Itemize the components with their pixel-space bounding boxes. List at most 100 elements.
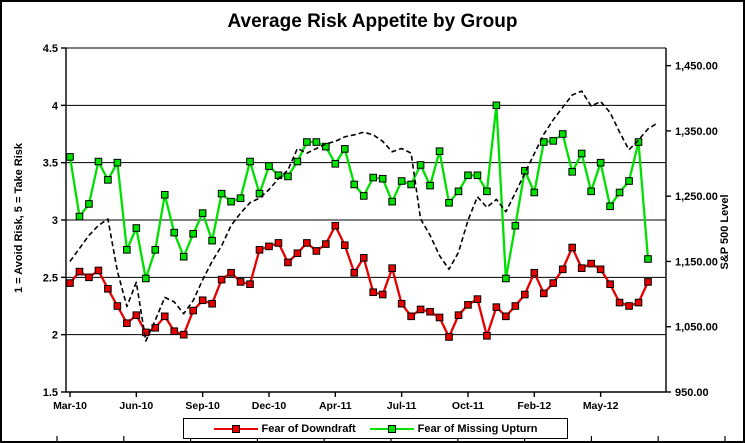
series-marker (644, 255, 652, 263)
series-marker (558, 130, 567, 138)
right-axis-tick-label: 1,150.00 (675, 256, 718, 268)
left-axis-tick-label: 1.5 (43, 387, 58, 399)
series-marker (426, 307, 434, 316)
series-marker (369, 288, 378, 297)
series-marker (265, 162, 273, 170)
series-marker (549, 279, 558, 287)
series-marker (160, 312, 169, 321)
legend-item-fear-of-downdraft: Fear of Downdraft (213, 422, 356, 435)
series-marker (246, 280, 254, 289)
series-marker (530, 188, 539, 197)
series-marker (378, 174, 387, 183)
x-axis-tick-label: Sep-10 (185, 400, 220, 412)
series-marker (454, 187, 463, 196)
series-marker (94, 157, 103, 166)
series-marker (521, 290, 529, 299)
series-marker (350, 268, 359, 277)
series-marker (359, 254, 368, 262)
series-marker (151, 246, 160, 254)
series-marker (113, 302, 122, 310)
series-marker (606, 280, 614, 289)
series-marker (407, 312, 415, 321)
series-marker (104, 176, 112, 184)
right-axis-tick-label: 950.00 (675, 387, 709, 399)
series-marker (132, 224, 141, 232)
series-marker (615, 298, 624, 307)
series-marker (217, 189, 226, 198)
series-marker (587, 187, 595, 196)
series-marker (322, 142, 330, 151)
series-marker (530, 268, 539, 277)
series-marker (634, 298, 643, 307)
series-marker (331, 160, 340, 168)
left-axis-tick-label: 3 (52, 215, 58, 227)
series-marker (217, 275, 226, 284)
left-axis-tick-label: 2 (52, 330, 58, 342)
series-marker (340, 241, 349, 250)
series-marker (615, 188, 624, 197)
series-marker (587, 259, 595, 268)
series-marker (511, 221, 520, 230)
series-marker (511, 302, 520, 310)
series-marker (473, 171, 482, 180)
series-marker (94, 266, 103, 275)
series-marker (445, 333, 453, 341)
series-marker (577, 149, 586, 158)
series-marker (369, 173, 378, 182)
series-marker (388, 197, 396, 206)
series-marker (227, 197, 235, 206)
legend-label: Fear of Missing Upturn (417, 422, 538, 435)
series-marker (265, 242, 273, 251)
left-axis-title: 1 = Avoid Risk, 5 = Take Risk (13, 143, 25, 293)
series-marker (85, 200, 93, 208)
series-marker (255, 189, 264, 198)
series-marker (502, 274, 510, 283)
series-marker (142, 274, 150, 283)
left-axis-tick-label: 4 (52, 100, 59, 112)
series-marker (274, 239, 283, 247)
legend: Fear of Downdraft Fear of Missing Upturn (183, 418, 568, 439)
series-marker (331, 221, 340, 230)
series-marker (606, 202, 614, 211)
series-marker (236, 278, 245, 286)
series-marker (293, 249, 302, 258)
x-axis-tick-label: Jul-11 (387, 400, 417, 412)
series-marker (284, 258, 292, 267)
series-line-s-p-500 (69, 90, 658, 342)
series-marker (625, 177, 633, 185)
series-marker (312, 247, 321, 255)
series-marker (397, 299, 406, 308)
series-marker (492, 101, 501, 110)
series-marker (464, 171, 472, 180)
x-axis-tick-label: May-12 (583, 400, 619, 412)
series-marker (85, 273, 93, 282)
series-marker (208, 299, 216, 308)
series-marker (246, 157, 254, 166)
right-axis-tick-label: 1,250.00 (675, 191, 718, 203)
right-axis-tick-label: 1,350.00 (675, 126, 718, 138)
series-marker (359, 192, 368, 200)
x-axis-tick-label: Mar-10 (53, 400, 87, 412)
series-marker (189, 229, 197, 238)
series-marker (483, 332, 491, 340)
left-axis-tick-label: 2.5 (43, 272, 58, 284)
series-marker (568, 168, 576, 176)
series-marker (454, 311, 463, 319)
series-marker (634, 138, 643, 146)
series-marker (435, 313, 444, 322)
series-marker (312, 138, 321, 146)
series-marker (407, 180, 415, 189)
series-marker (198, 209, 207, 217)
series-marker (350, 180, 359, 189)
series-marker (123, 319, 131, 327)
series-marker (170, 228, 179, 237)
legend-label: Fear of Downdraft (261, 422, 356, 435)
x-axis-tick-label: Dec-10 (252, 400, 287, 412)
series-marker (322, 240, 330, 248)
series-marker (625, 302, 633, 310)
series-marker (123, 246, 131, 254)
series-marker (179, 330, 188, 339)
series-marker (113, 158, 122, 167)
